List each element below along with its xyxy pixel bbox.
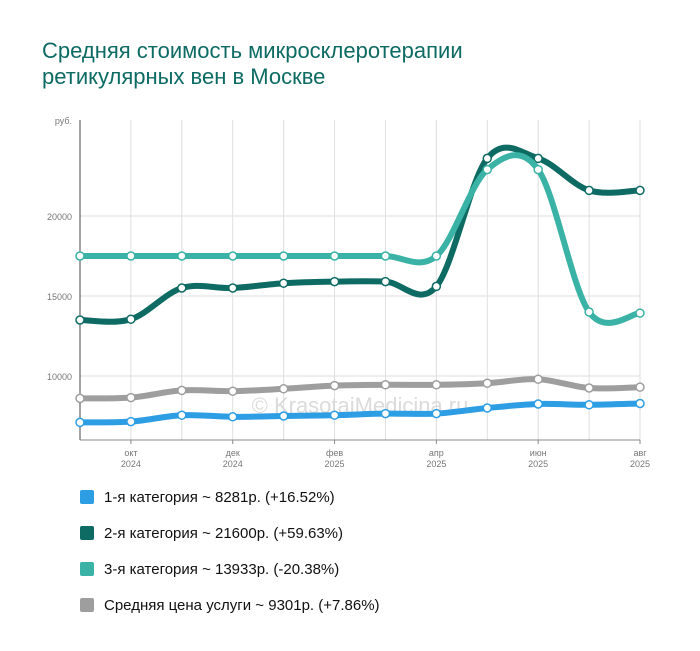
x-tick-label-month: авг	[633, 448, 647, 458]
series-cat3	[75, 152, 645, 326]
data-point-cat3[interactable]	[126, 251, 136, 261]
data-point-cat2[interactable]	[75, 315, 85, 325]
data-point-avg[interactable]	[278, 384, 289, 394]
legend-swatch-cat3	[80, 562, 94, 576]
legend-label-cat2: 2-я категория ~ 21600р. (+59.63%)	[104, 524, 344, 542]
data-point-avg[interactable]	[177, 385, 187, 396]
data-point-cat3[interactable]	[584, 307, 594, 317]
data-point-cat3[interactable]	[380, 251, 391, 261]
legend-label-cat3: 3-я категория ~ 13933р. (-20.38%)	[104, 560, 340, 578]
data-point-cat3[interactable]	[329, 251, 340, 261]
data-point-avg[interactable]	[635, 382, 645, 392]
chart-title: Средняя стоимость микросклеротерапии рет…	[42, 38, 662, 90]
x-tick-label-year: 2025	[528, 459, 548, 469]
data-point-cat1[interactable]	[329, 410, 340, 420]
data-point-cat3[interactable]	[177, 251, 187, 261]
x-tick-label-month: апр	[429, 448, 444, 458]
chart-title-line-1: Средняя стоимость микросклеротерапии	[42, 38, 463, 63]
data-point-cat1[interactable]	[431, 408, 442, 419]
series-avg	[75, 374, 645, 404]
axes	[79, 120, 640, 441]
x-tick-label-month: дек	[226, 448, 240, 458]
data-point-cat3[interactable]	[278, 251, 289, 261]
x-tick-label-month: фев	[326, 448, 343, 458]
data-point-cat2[interactable]	[126, 314, 136, 324]
data-point-avg[interactable]	[329, 380, 340, 391]
data-point-cat2[interactable]	[177, 283, 187, 293]
data-point-cat3[interactable]	[431, 251, 442, 261]
data-point-cat1[interactable]	[482, 403, 493, 413]
data-point-avg[interactable]	[431, 380, 442, 390]
line-chart: © KrasotaiMedicina.ru руб.10000150002000…	[47, 116, 650, 469]
data-point-avg[interactable]	[482, 378, 493, 388]
y-tick-label: 15000	[47, 292, 72, 302]
data-point-cat3[interactable]	[227, 251, 238, 261]
data-point-cat1[interactable]	[635, 398, 645, 409]
y-tick-label: 20000	[47, 212, 72, 222]
data-point-cat1[interactable]	[584, 400, 594, 410]
tick-labels: руб.100001500020000окт2024дек2024фев2025…	[47, 116, 650, 469]
series-cat1	[75, 398, 645, 428]
data-point-cat2[interactable]	[482, 153, 493, 164]
chart-title-line-2: ретикулярных вен в Москве	[42, 64, 326, 89]
data-point-cat3[interactable]	[75, 251, 85, 261]
legend-label-cat1: 1-я категория ~ 8281р. (+16.52%)	[104, 488, 335, 506]
x-tick-label-year: 2024	[223, 459, 243, 469]
data-point-cat2[interactable]	[431, 281, 442, 292]
y-unit-label: руб.	[55, 116, 72, 126]
x-tick-label-year: 2025	[325, 459, 345, 469]
data-point-avg[interactable]	[533, 374, 543, 384]
series-cat2	[75, 144, 645, 325]
data-point-cat2[interactable]	[329, 276, 340, 287]
x-tick-label-year: 2025	[630, 459, 650, 469]
legend-swatch-avg	[80, 598, 94, 612]
data-point-cat1[interactable]	[177, 410, 187, 420]
data-point-cat2[interactable]	[584, 185, 594, 196]
series-lines	[75, 144, 645, 428]
data-point-cat2[interactable]	[278, 278, 289, 288]
data-point-cat2[interactable]	[380, 276, 391, 287]
legend-item-cat1[interactable]: 1-я категория ~ 8281р. (+16.52%)	[80, 488, 380, 506]
data-point-cat2[interactable]	[635, 185, 645, 196]
legend: 1-я категория ~ 8281р. (+16.52%) 2-я кат…	[80, 488, 380, 632]
data-point-cat1[interactable]	[278, 411, 289, 421]
y-tick-label: 10000	[47, 372, 72, 382]
legend-item-cat2[interactable]: 2-я категория ~ 21600р. (+59.63%)	[80, 524, 380, 542]
legend-swatch-cat2	[80, 526, 94, 540]
x-tick-label-year: 2024	[121, 459, 141, 469]
data-point-cat2[interactable]	[533, 153, 543, 164]
data-point-avg[interactable]	[75, 393, 85, 404]
legend-swatch-cat1	[80, 490, 94, 504]
data-point-cat1[interactable]	[75, 417, 85, 428]
data-point-cat2[interactable]	[227, 283, 238, 293]
data-point-cat1[interactable]	[380, 408, 391, 419]
x-tick-label-month: июн	[530, 448, 547, 458]
x-tick-label-year: 2025	[426, 459, 446, 469]
data-point-cat1[interactable]	[126, 416, 136, 427]
data-point-cat3[interactable]	[635, 308, 645, 318]
data-point-cat1[interactable]	[227, 412, 238, 422]
legend-item-cat3[interactable]: 3-я категория ~ 13933р. (-20.38%)	[80, 560, 380, 578]
data-point-avg[interactable]	[126, 392, 136, 403]
data-point-avg[interactable]	[584, 383, 594, 393]
x-tick-label-month: окт	[124, 448, 137, 458]
data-point-avg[interactable]	[227, 386, 238, 396]
data-point-avg[interactable]	[380, 380, 391, 390]
data-point-cat1[interactable]	[533, 399, 543, 409]
data-point-cat3[interactable]	[533, 164, 543, 175]
legend-item-avg[interactable]: Средняя цена услуги ~ 9301р. (+7.86%)	[80, 596, 380, 614]
data-point-cat3[interactable]	[482, 164, 493, 175]
legend-label-avg: Средняя цена услуги ~ 9301р. (+7.86%)	[104, 596, 380, 614]
